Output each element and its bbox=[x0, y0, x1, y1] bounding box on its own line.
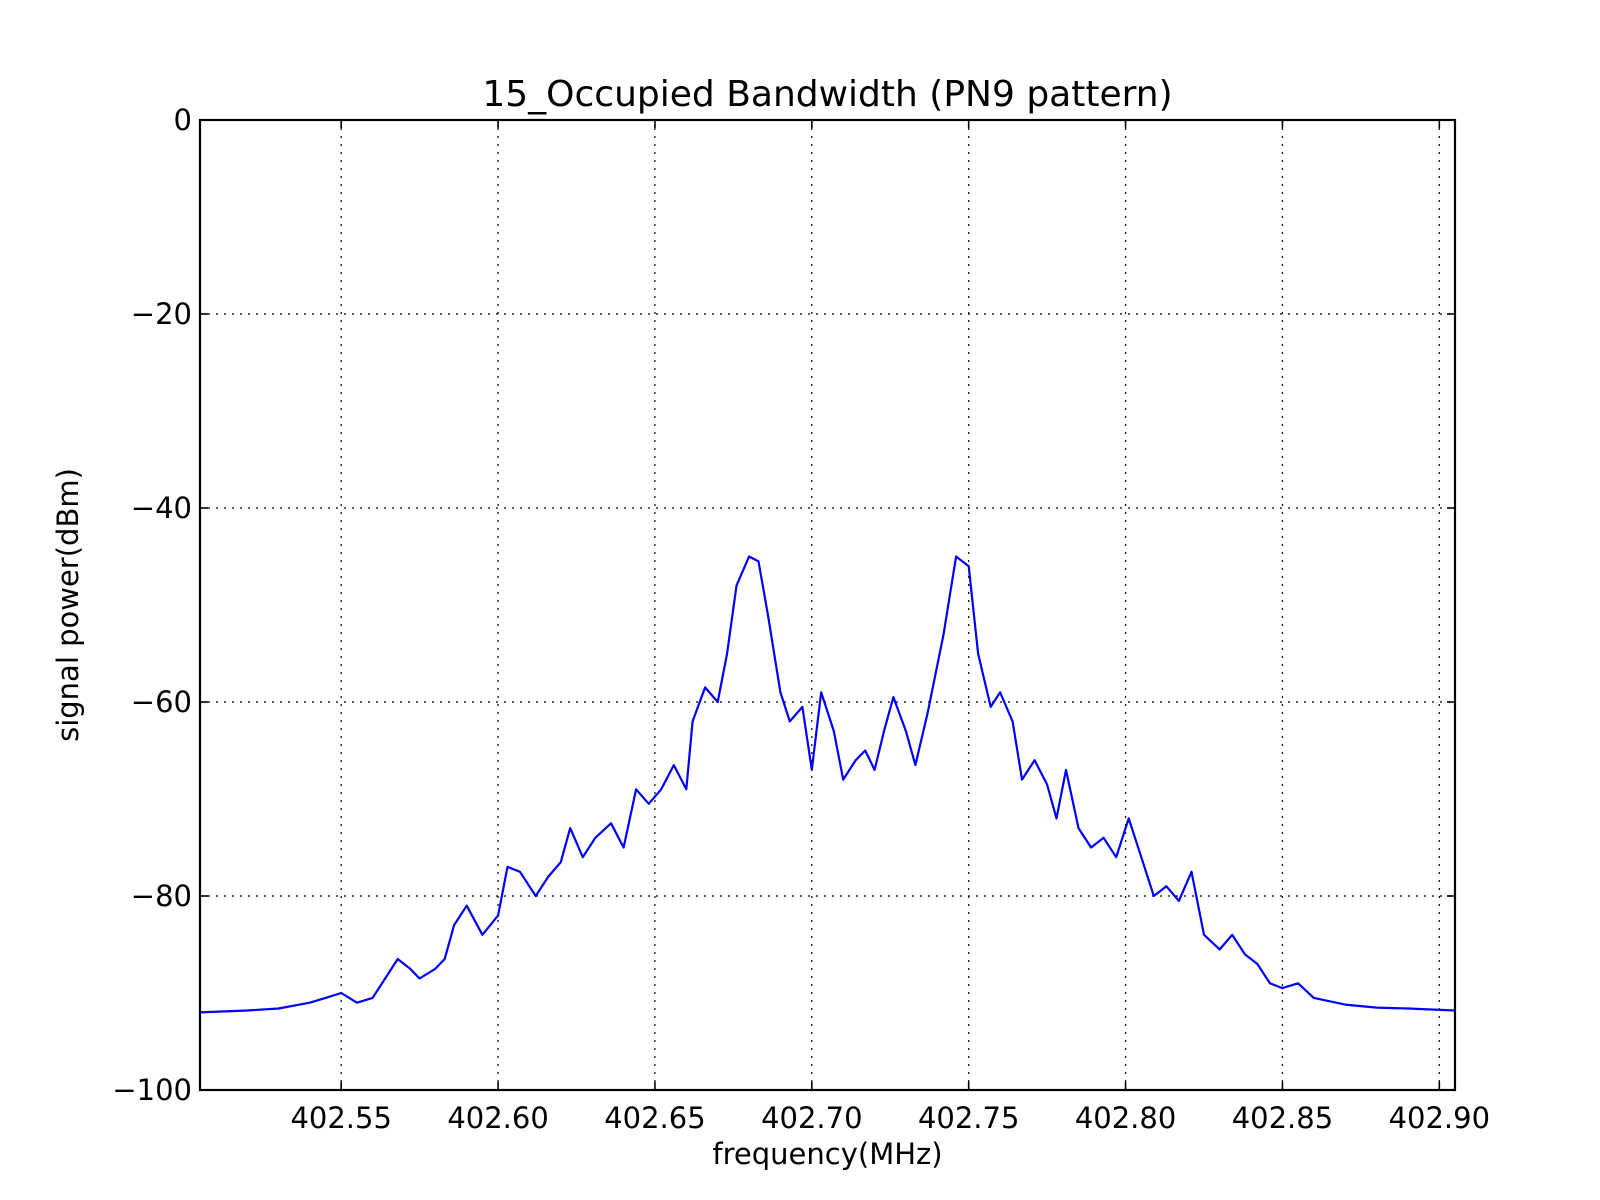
y-tick-label: −60 bbox=[131, 685, 192, 719]
y-tick-label: −100 bbox=[112, 1073, 192, 1107]
x-tick-label: 402.65 bbox=[604, 1101, 705, 1135]
y-tick-label: −80 bbox=[131, 879, 192, 913]
x-tick-label: 402.80 bbox=[1075, 1101, 1176, 1135]
y-tick-label: −20 bbox=[131, 297, 192, 331]
x-tick-label: 402.75 bbox=[918, 1101, 1019, 1135]
tick-layer: 402.55 402.60 402.65 402.70 402.75 402.80 402.… bbox=[112, 103, 1490, 1135]
x-tick-label: 402.85 bbox=[1232, 1101, 1333, 1135]
x-tick-label: 402.70 bbox=[761, 1101, 862, 1135]
plot-frame bbox=[198, 118, 1457, 1092]
y-axis-label: signal power(dBm) bbox=[51, 468, 85, 742]
y-tick-label: 0 bbox=[174, 103, 192, 137]
series-line bbox=[199, 555, 1456, 1014]
series-layer bbox=[199, 555, 1456, 1014]
chart-title: 15_Occupied Bandwidth (PN9 pattern) bbox=[482, 74, 1172, 115]
grid-layer bbox=[200, 120, 1455, 1090]
x-tick-label: 402.60 bbox=[447, 1101, 548, 1135]
x-axis-label: frequency(MHz) bbox=[712, 1137, 942, 1171]
x-tick-label: 402.90 bbox=[1389, 1101, 1490, 1135]
x-tick-label: 402.55 bbox=[290, 1101, 391, 1135]
y-tick-label: −40 bbox=[131, 491, 192, 525]
